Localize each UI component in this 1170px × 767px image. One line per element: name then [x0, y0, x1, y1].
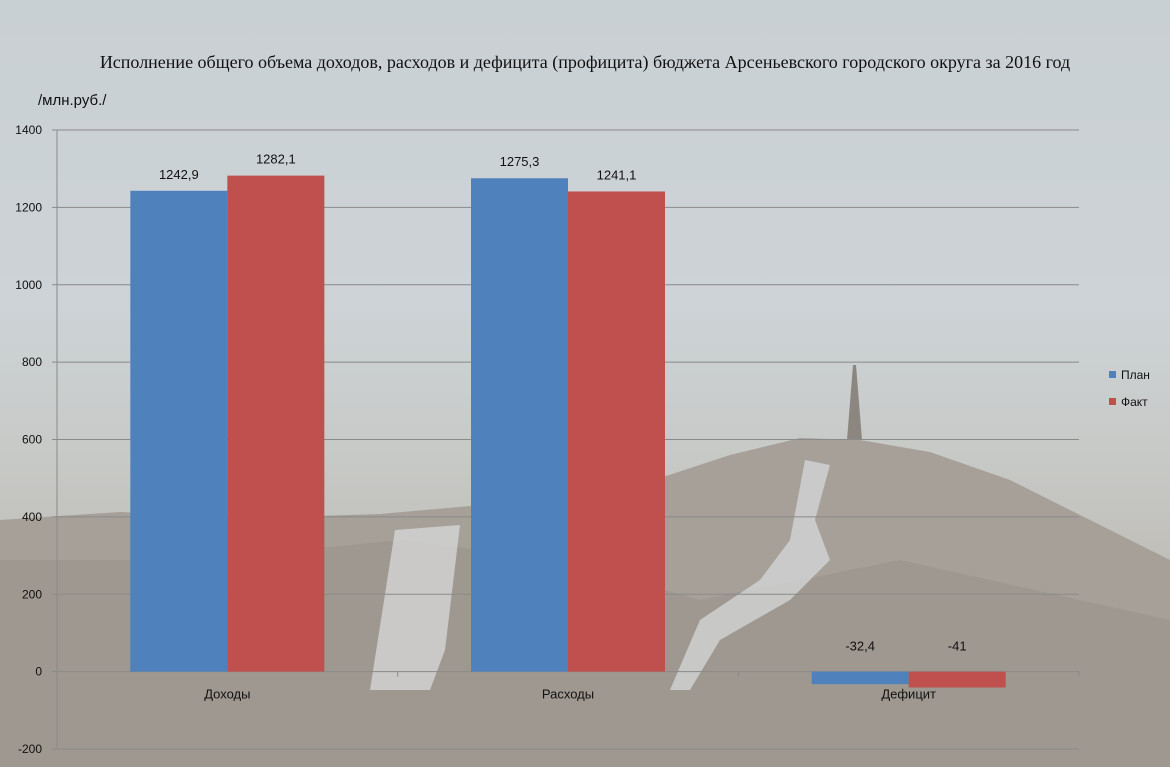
bar-fact: [908, 671, 1006, 688]
x-category-label: Дефицит: [881, 687, 936, 702]
data-label-plan: 1242,9: [159, 167, 199, 182]
legend-swatch-fact: [1109, 398, 1116, 405]
bar-fact: [227, 175, 325, 672]
y-tick-label: 1200: [15, 200, 42, 214]
data-label-fact: 1282,1: [256, 152, 296, 167]
x-category-label: Расходы: [542, 687, 594, 702]
y-tick-label: 600: [22, 433, 42, 447]
data-label-plan: -32,4: [845, 639, 875, 654]
y-tick-label: 1400: [15, 123, 42, 137]
bar-plan: [130, 190, 228, 672]
y-tick-label: 400: [22, 510, 42, 524]
bar-plan: [811, 671, 909, 685]
legend-label-plan: План: [1121, 367, 1150, 382]
legend-item-fact: Факт: [1109, 388, 1150, 415]
legend-item-plan: План: [1109, 361, 1150, 388]
legend: План Факт: [1109, 361, 1150, 415]
y-tick-label: 0: [35, 665, 42, 679]
y-tick-label: -200: [18, 742, 42, 756]
y-tick-label: 1000: [15, 278, 42, 292]
unit-label: /млн.руб./: [38, 92, 107, 109]
bar-plan: [471, 178, 568, 672]
x-category-label: Доходы: [204, 687, 250, 702]
bar-fact: [568, 191, 665, 672]
chart-title: Исполнение общего объема доходов, расход…: [99, 52, 1071, 72]
data-label-fact: 1241,1: [597, 167, 637, 182]
legend-swatch-plan: [1109, 371, 1116, 378]
data-label-plan: 1275,3: [500, 154, 540, 169]
y-tick-label: 200: [22, 587, 42, 601]
legend-label-fact: Факт: [1121, 394, 1148, 409]
data-label-fact: -41: [948, 639, 967, 654]
y-tick-label: 800: [22, 355, 42, 369]
